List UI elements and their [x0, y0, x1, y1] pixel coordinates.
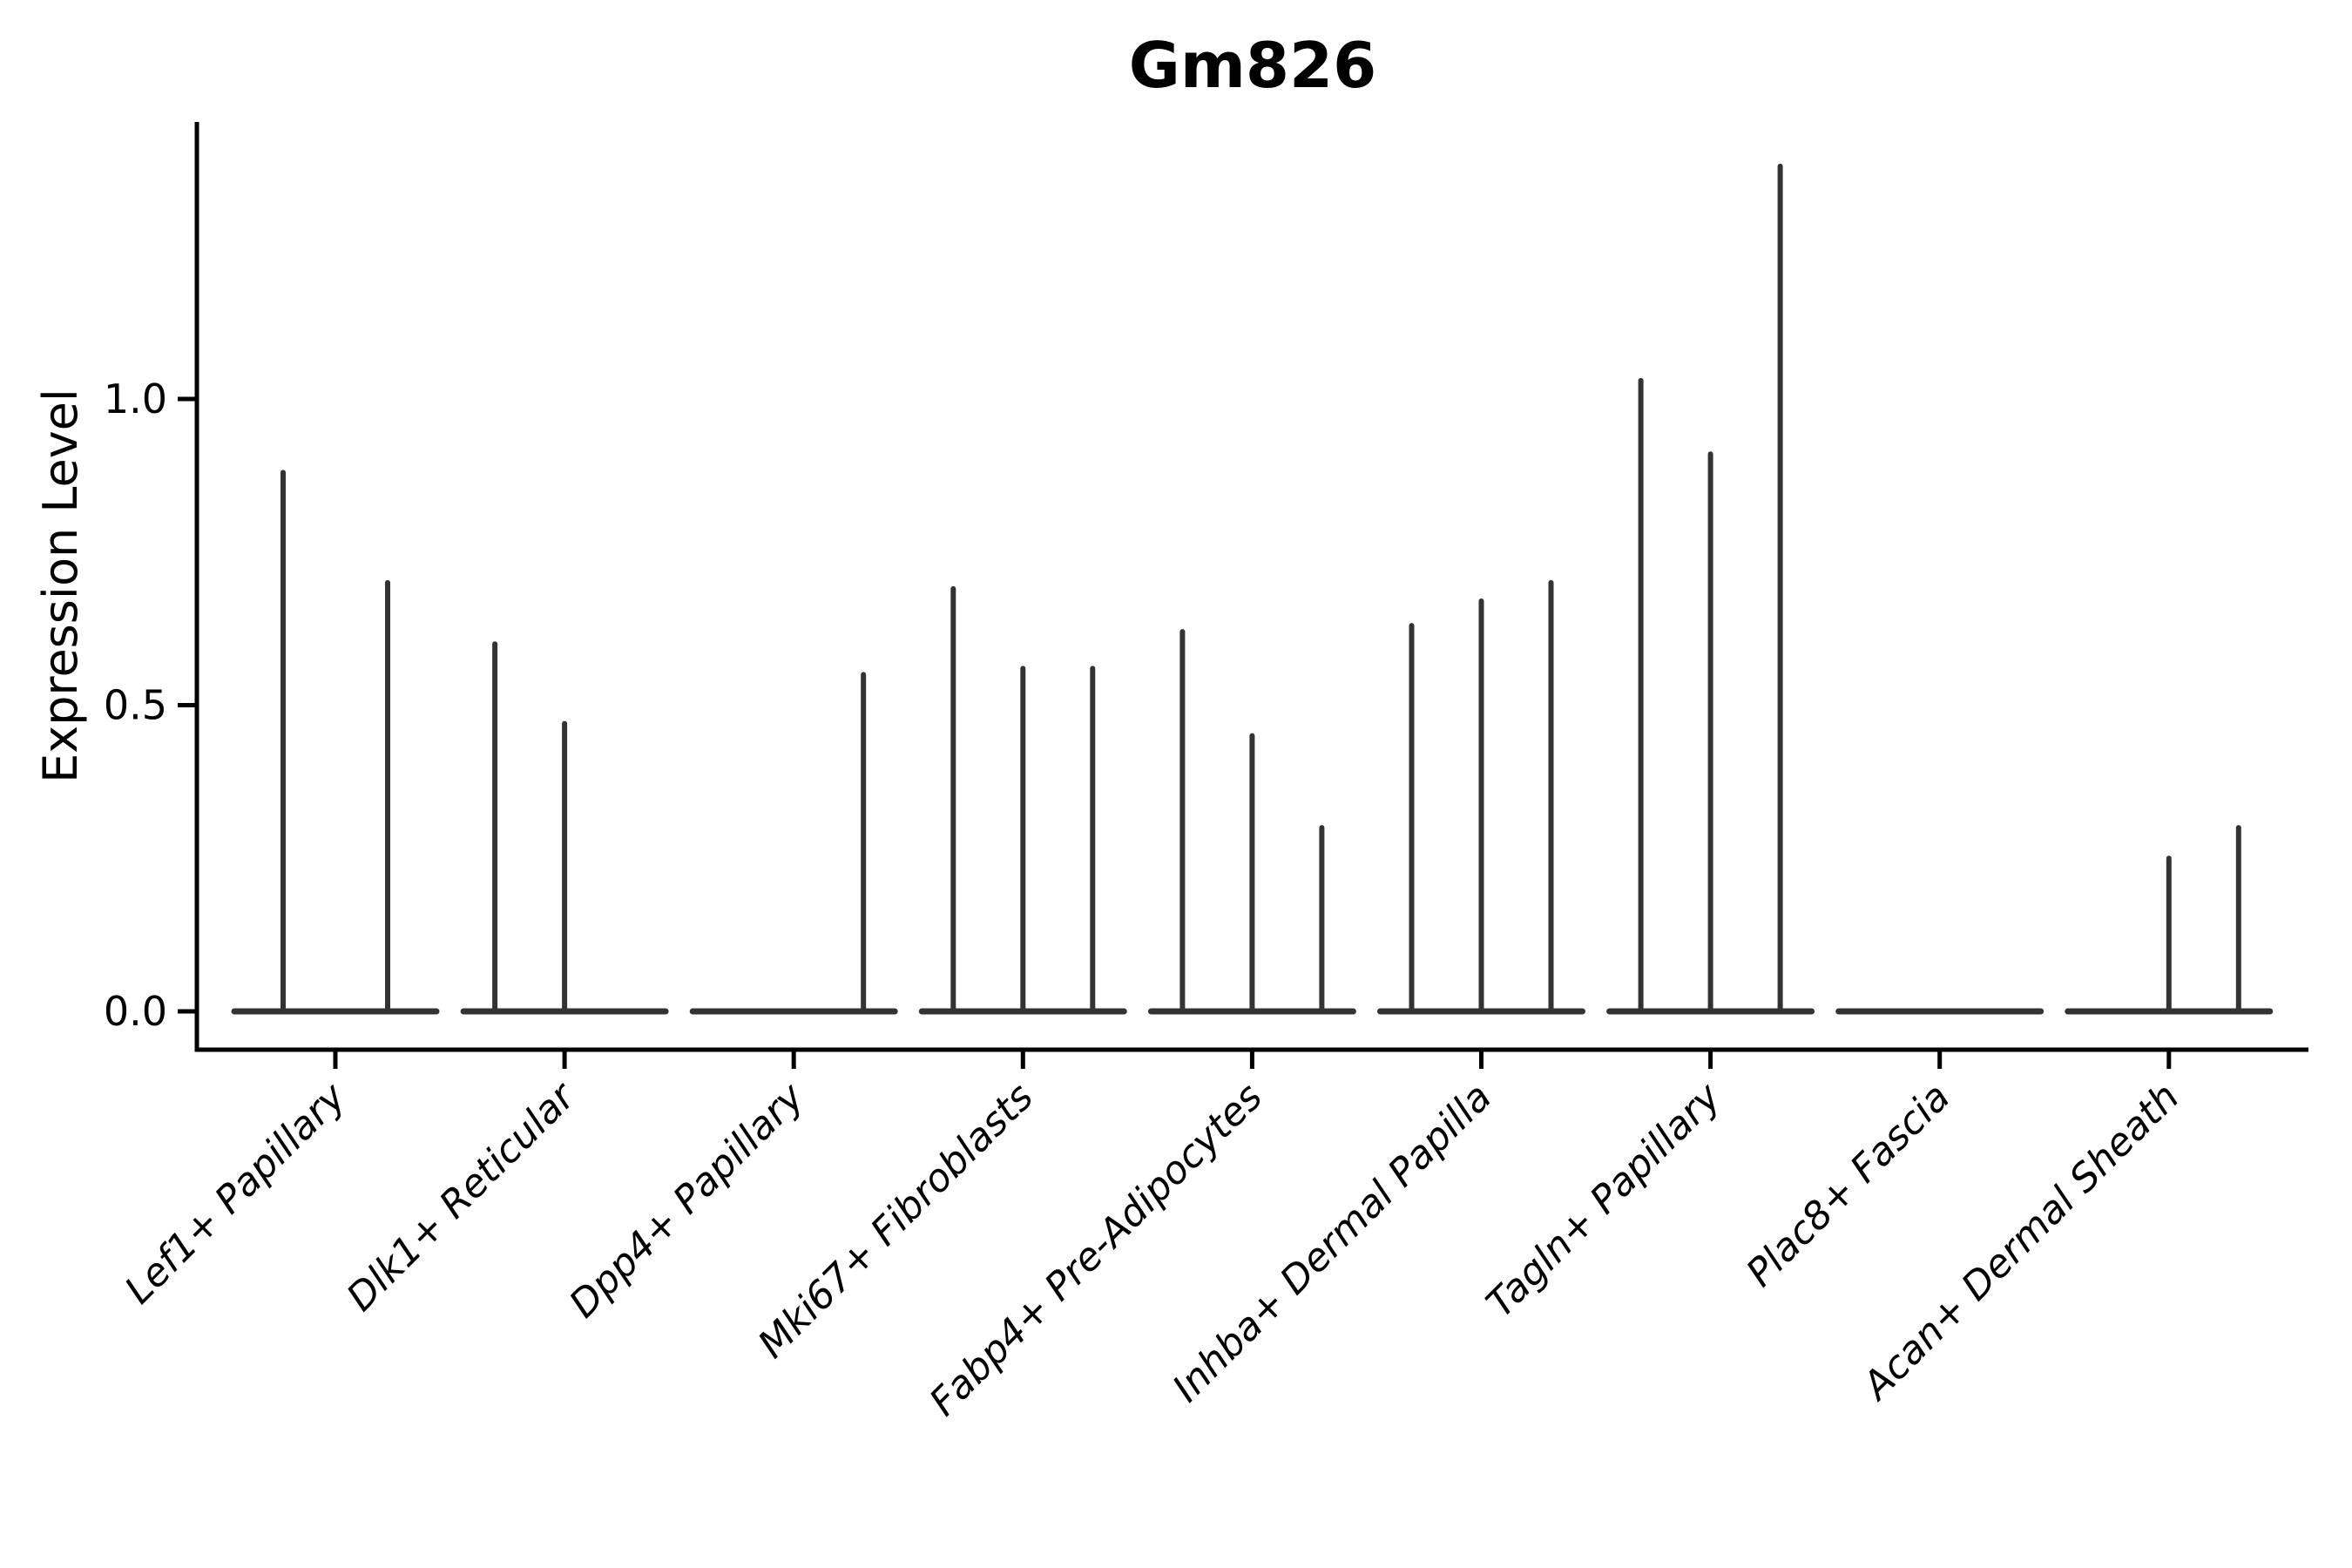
x-category-label: Lef1+ Papillary — [117, 1074, 355, 1313]
x-category-label: Tagln+ Papillary — [1478, 1074, 1730, 1326]
x-category-label: Dpp4+ Papillary — [561, 1074, 814, 1327]
x-category-label: Dlk1+ Reticular — [339, 1073, 585, 1320]
y-axis-label: Expression Level — [33, 389, 88, 783]
y-tick-label: 0.0 — [104, 988, 167, 1035]
y-tick-label: 1.0 — [104, 375, 167, 422]
y-tick-label: 0.5 — [104, 682, 167, 729]
chart-title: Gm826 — [1129, 29, 1376, 102]
x-category-label: Plac8+ Fascia — [1738, 1075, 1958, 1295]
